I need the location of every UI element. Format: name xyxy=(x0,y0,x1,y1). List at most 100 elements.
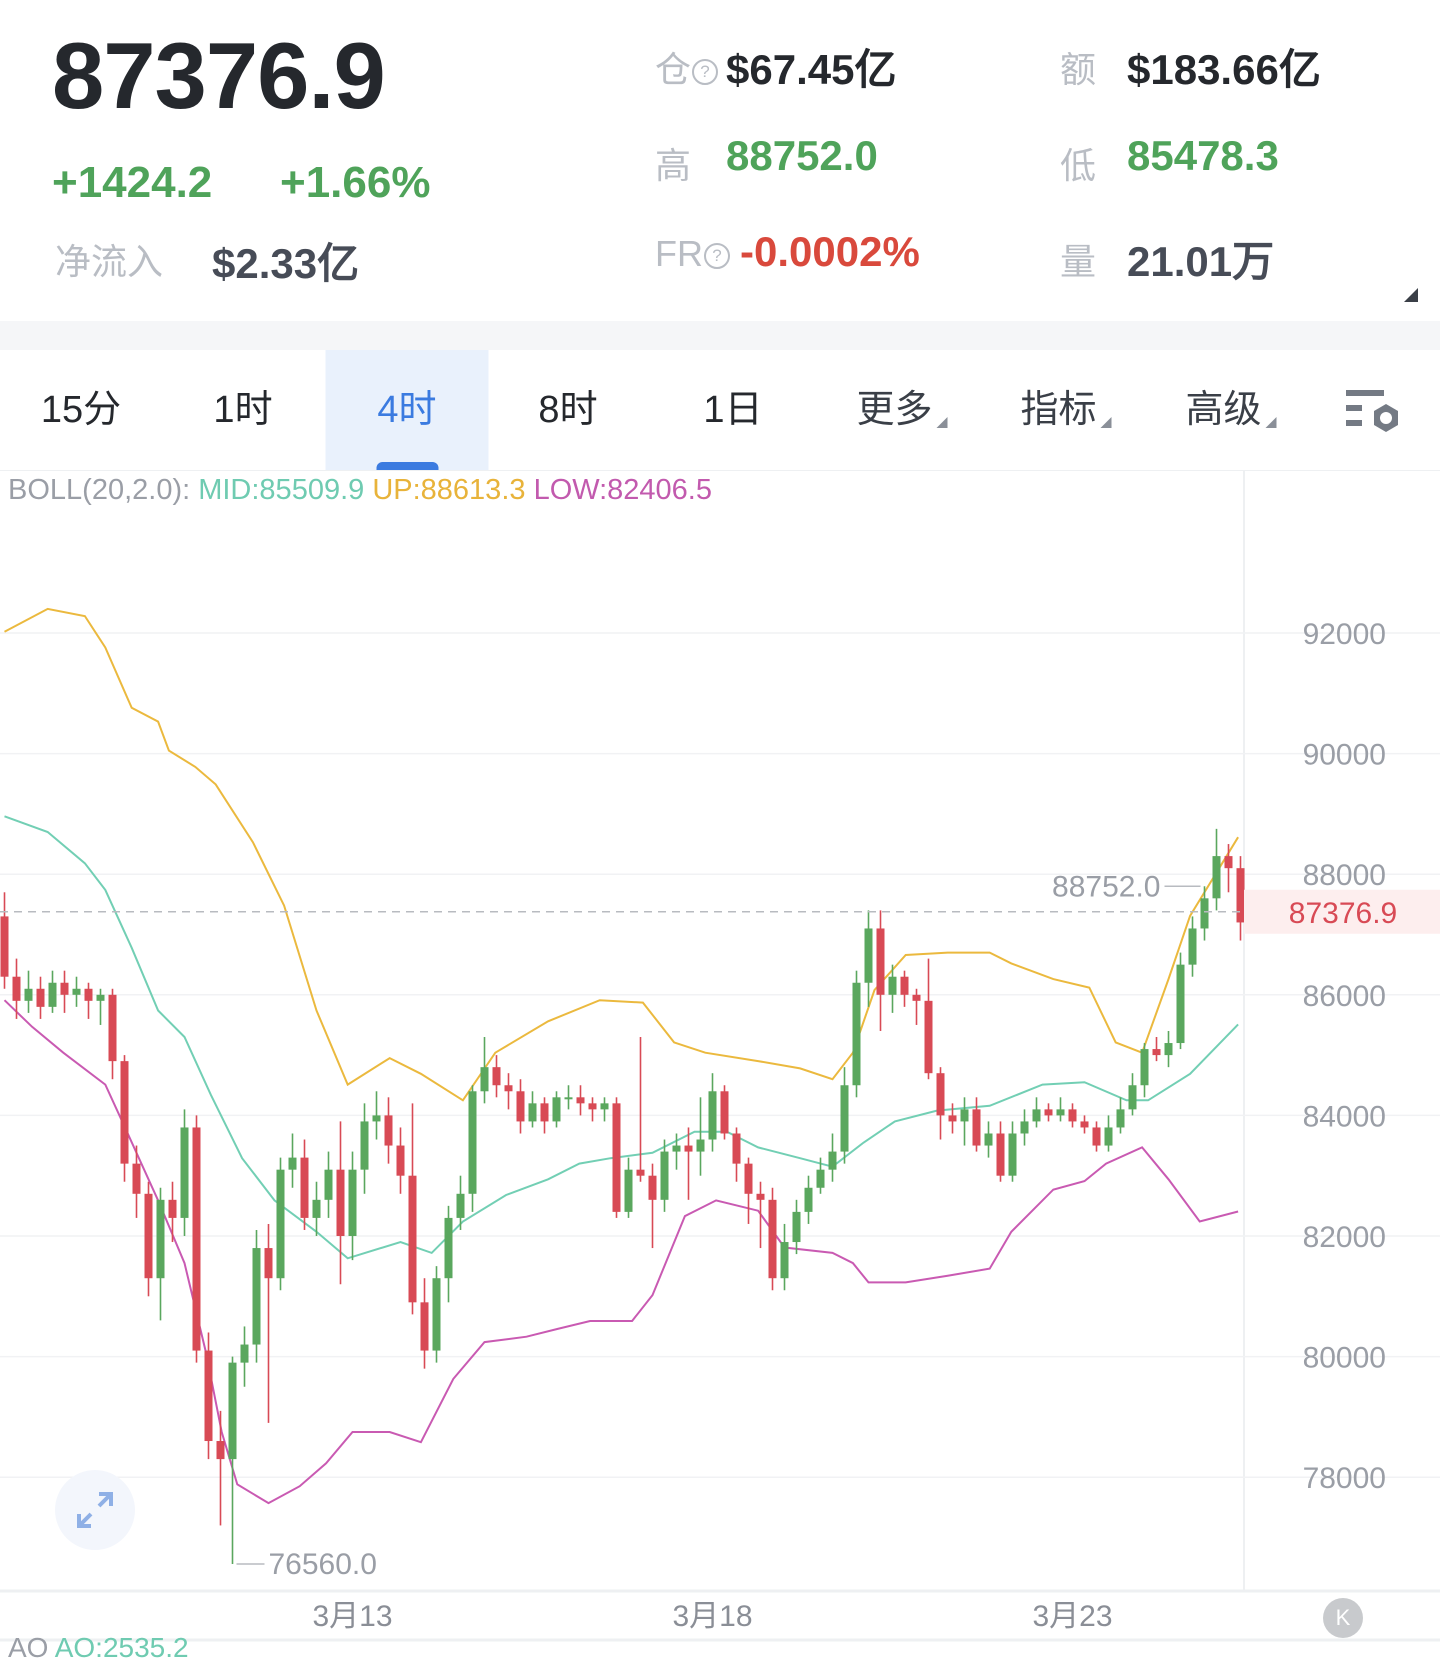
candle-down xyxy=(936,1073,945,1116)
candle-down xyxy=(948,1115,957,1122)
tab-1d[interactable]: 1日 xyxy=(695,350,770,470)
funding-rate-label[interactable]: FR? xyxy=(655,233,730,275)
tab-label: 指标 xyxy=(1020,389,1097,431)
tab-4h[interactable]: 4时 xyxy=(325,350,489,470)
expand-stats-icon[interactable] xyxy=(1404,288,1418,302)
boll-low-line xyxy=(3,999,1239,1505)
help-icon[interactable]: ? xyxy=(692,59,719,86)
candle-down xyxy=(768,1199,777,1279)
candle-up xyxy=(24,988,33,1001)
candle-up xyxy=(72,988,81,995)
candle-down xyxy=(876,928,885,995)
y-tick-label: 82000 xyxy=(1303,1221,1386,1254)
candle-up xyxy=(468,1091,477,1194)
funding-rate-value: -0.0002% xyxy=(740,228,920,275)
candle-down xyxy=(1224,856,1233,869)
candle-up xyxy=(276,1169,285,1279)
candle-up xyxy=(312,1199,321,1218)
open-interest-value: $67.45亿 xyxy=(726,46,897,93)
candle-up xyxy=(48,982,57,1007)
candle-up xyxy=(780,1242,789,1279)
candle-up xyxy=(240,1344,249,1363)
expand-icon xyxy=(77,1492,113,1528)
candle-up xyxy=(96,994,105,1001)
candle-down xyxy=(1080,1121,1089,1128)
candle-down xyxy=(720,1091,729,1134)
candle-down xyxy=(120,1061,129,1164)
candle-up xyxy=(372,1115,381,1122)
ao-value: AO:2535.2 xyxy=(54,1632,189,1663)
price-change: +1424.2 xyxy=(52,158,213,207)
candle-down xyxy=(1236,868,1245,923)
candle-down xyxy=(648,1175,657,1200)
boll-name: BOLL(20,2.0): xyxy=(8,474,191,506)
candle-up xyxy=(696,1139,705,1152)
turnover-value: $183.66亿 xyxy=(1127,46,1321,93)
candle-down xyxy=(636,1169,645,1176)
scroll-to-latest-button[interactable]: K xyxy=(1323,1598,1363,1638)
candle-down xyxy=(108,994,117,1062)
candle-down xyxy=(576,1097,585,1104)
y-tick-label: 88000 xyxy=(1303,859,1386,892)
y-tick-label: 92000 xyxy=(1303,618,1386,651)
candle-up xyxy=(708,1091,717,1140)
tab-more[interactable]: 更多 xyxy=(848,350,955,470)
interval-tabs: 15分 1时 4时 8时 1日 更多 指标 高级 xyxy=(0,350,1440,471)
candle-up xyxy=(252,1248,261,1345)
tab-advanced[interactable]: 高级 xyxy=(1177,350,1284,470)
candle-up xyxy=(840,1085,849,1152)
fullscreen-button[interactable] xyxy=(55,1470,135,1550)
candle-up xyxy=(1032,1109,1041,1122)
candle-up xyxy=(1212,856,1221,899)
tab-indicators[interactable]: 指标 xyxy=(1012,350,1119,470)
boll-legend: BOLL(20,2.0): MID:85509.9 UP:88613.3 LOW… xyxy=(8,474,712,507)
turnover-label: 额 xyxy=(1060,49,1097,90)
candle-down xyxy=(36,988,45,1007)
candle-down xyxy=(396,1145,405,1176)
candle-down xyxy=(60,982,69,995)
boll-low: LOW:82406.5 xyxy=(533,474,712,506)
tab-label: 8时 xyxy=(538,389,598,431)
tab-label: 4时 xyxy=(377,389,437,431)
tab-15m[interactable]: 15分 xyxy=(33,350,129,470)
high-value: 88752.0 xyxy=(726,132,878,179)
candle-up xyxy=(804,1187,813,1212)
price-change-percent: +1.66% xyxy=(280,158,431,207)
candle-down xyxy=(756,1193,765,1200)
x-tick-label: 3月18 xyxy=(672,1600,752,1633)
candle-up xyxy=(480,1067,489,1092)
y-tick-label: 78000 xyxy=(1303,1462,1386,1495)
candle-down xyxy=(384,1115,393,1146)
help-icon[interactable]: ? xyxy=(704,243,730,270)
candle-up xyxy=(984,1133,993,1146)
x-tick-label: 3月13 xyxy=(312,1600,392,1633)
boll-up: UP:88613.3 xyxy=(372,474,526,506)
tab-label: 1日 xyxy=(703,389,763,431)
candle-down xyxy=(1092,1127,1101,1146)
candle-up xyxy=(816,1169,825,1188)
low-value: 85478.3 xyxy=(1127,132,1279,179)
candle-up xyxy=(828,1151,837,1170)
candle-down xyxy=(300,1157,309,1218)
open-interest-text: 仓 xyxy=(655,49,692,90)
low-label: 低 xyxy=(1060,145,1097,186)
candle-down xyxy=(408,1175,417,1303)
candle-down xyxy=(192,1127,201,1351)
net-inflow-value: $2.33亿 xyxy=(212,240,360,287)
tab-1h[interactable]: 1时 xyxy=(205,350,280,470)
candle-up xyxy=(564,1097,573,1100)
candle-down xyxy=(516,1091,525,1122)
chart-settings-icon[interactable] xyxy=(1344,388,1404,438)
candle-up xyxy=(180,1127,189,1218)
divider xyxy=(0,321,1440,350)
open-interest-label[interactable]: 仓? xyxy=(655,41,719,93)
candle-up xyxy=(888,976,897,995)
candle-up xyxy=(528,1103,537,1122)
candle-up xyxy=(456,1193,465,1218)
candle-up xyxy=(1008,1133,1017,1176)
candle-up xyxy=(660,1151,669,1200)
tab-8h[interactable]: 8时 xyxy=(530,350,605,470)
candle-down xyxy=(168,1199,177,1218)
candle-up xyxy=(1176,964,1185,1044)
